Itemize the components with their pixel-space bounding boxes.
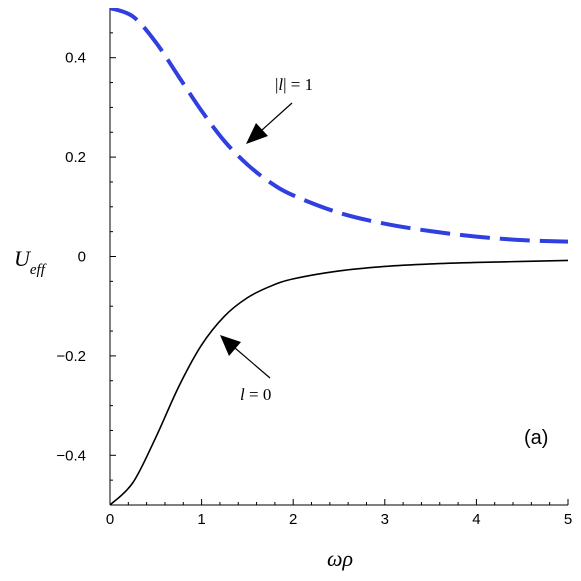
y-tick-label: 0.4 bbox=[65, 50, 86, 67]
annotation-l1: |l| = 1 bbox=[246, 75, 313, 144]
y-tick-label: −0.2 bbox=[56, 348, 86, 365]
y-tick-label: 0.2 bbox=[65, 149, 86, 166]
x-axis-ticks: 0 1 2 3 4 5 bbox=[106, 499, 572, 528]
annotation-l0: l = 0 bbox=[220, 335, 271, 404]
y-axis-title-main: U bbox=[14, 246, 32, 271]
y-axis-title: Ueff bbox=[14, 246, 47, 278]
annotation-l0-arrow-head bbox=[220, 335, 241, 356]
plot-frame bbox=[109, 8, 568, 506]
y-tick-label: 0 bbox=[78, 249, 86, 266]
x-tick-label: 5 bbox=[564, 511, 572, 528]
series-line-solid bbox=[110, 259, 568, 505]
series-group bbox=[110, 8, 568, 505]
y-axis-ticks: −0.4 −0.2 0 0.2 0.4 bbox=[56, 32, 116, 481]
series-line-dashed bbox=[110, 8, 568, 244]
x-tick-label: 1 bbox=[197, 511, 205, 528]
y-tick-label: −0.4 bbox=[56, 447, 86, 464]
panel-label: (a) bbox=[524, 427, 548, 449]
annotation-l1-label: |l| = 1 bbox=[275, 75, 313, 94]
annotation-l1-arrow-head bbox=[246, 123, 268, 144]
annotation-l0-arrow-shaft bbox=[234, 347, 271, 379]
annotation-l0-label: l = 0 bbox=[240, 385, 271, 404]
x-tick-label: 3 bbox=[381, 511, 389, 528]
y-axis-title-sub: eff bbox=[30, 262, 47, 278]
annotation-l1-arrow-shaft bbox=[261, 102, 293, 131]
x-tick-label: 2 bbox=[289, 511, 297, 528]
x-tick-label: 0 bbox=[106, 511, 114, 528]
x-axis-title: ωρ bbox=[327, 546, 353, 571]
x-tick-label: 4 bbox=[472, 511, 480, 528]
